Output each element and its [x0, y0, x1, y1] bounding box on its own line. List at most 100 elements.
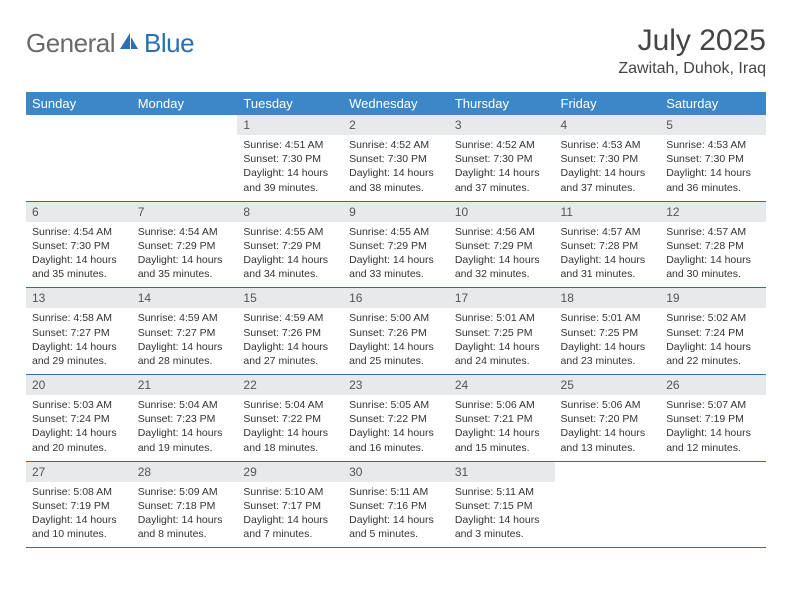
day-number: 4 — [555, 115, 661, 135]
day-details: Sunrise: 4:59 AMSunset: 7:26 PMDaylight:… — [237, 308, 343, 374]
day-number: 29 — [237, 462, 343, 482]
day-details: Sunrise: 5:00 AMSunset: 7:26 PMDaylight:… — [343, 308, 449, 374]
day-details: Sunrise: 4:53 AMSunset: 7:30 PMDaylight:… — [555, 135, 661, 201]
calendar-day-cell: 18Sunrise: 5:01 AMSunset: 7:25 PMDayligh… — [555, 288, 661, 375]
brand-blue: Blue — [144, 28, 194, 59]
weekday-header: Monday — [132, 92, 238, 115]
calendar-day-cell: 26Sunrise: 5:07 AMSunset: 7:19 PMDayligh… — [660, 375, 766, 462]
calendar-day-cell: 28Sunrise: 5:09 AMSunset: 7:18 PMDayligh… — [132, 461, 238, 548]
weekday-header: Tuesday — [237, 92, 343, 115]
calendar-day-cell: 15Sunrise: 4:59 AMSunset: 7:26 PMDayligh… — [237, 288, 343, 375]
day-details: Sunrise: 5:03 AMSunset: 7:24 PMDaylight:… — [26, 395, 132, 461]
day-details: Sunrise: 5:04 AMSunset: 7:23 PMDaylight:… — [132, 395, 238, 461]
day-number: 1 — [237, 115, 343, 135]
day-details: Sunrise: 5:11 AMSunset: 7:15 PMDaylight:… — [449, 482, 555, 548]
weekday-header: Sunday — [26, 92, 132, 115]
day-number: 25 — [555, 375, 661, 395]
day-number: 24 — [449, 375, 555, 395]
calendar-day-cell: 12Sunrise: 4:57 AMSunset: 7:28 PMDayligh… — [660, 201, 766, 288]
calendar-day-cell: 25Sunrise: 5:06 AMSunset: 7:20 PMDayligh… — [555, 375, 661, 462]
day-number: 5 — [660, 115, 766, 135]
day-details: Sunrise: 4:54 AMSunset: 7:29 PMDaylight:… — [132, 222, 238, 288]
day-details: Sunrise: 4:55 AMSunset: 7:29 PMDaylight:… — [237, 222, 343, 288]
day-details: Sunrise: 5:09 AMSunset: 7:18 PMDaylight:… — [132, 482, 238, 548]
calendar-empty-cell — [660, 461, 766, 548]
calendar-week-row: 13Sunrise: 4:58 AMSunset: 7:27 PMDayligh… — [26, 288, 766, 375]
calendar-day-cell: 7Sunrise: 4:54 AMSunset: 7:29 PMDaylight… — [132, 201, 238, 288]
calendar-day-cell: 10Sunrise: 4:56 AMSunset: 7:29 PMDayligh… — [449, 201, 555, 288]
day-details: Sunrise: 4:56 AMSunset: 7:29 PMDaylight:… — [449, 222, 555, 288]
day-number: 8 — [237, 202, 343, 222]
calendar-day-cell: 24Sunrise: 5:06 AMSunset: 7:21 PMDayligh… — [449, 375, 555, 462]
day-details: Sunrise: 4:57 AMSunset: 7:28 PMDaylight:… — [660, 222, 766, 288]
brand-logo: General Blue — [26, 28, 194, 59]
day-details: Sunrise: 4:57 AMSunset: 7:28 PMDaylight:… — [555, 222, 661, 288]
day-number: 3 — [449, 115, 555, 135]
day-number: 31 — [449, 462, 555, 482]
calendar-day-cell: 16Sunrise: 5:00 AMSunset: 7:26 PMDayligh… — [343, 288, 449, 375]
calendar-day-cell: 31Sunrise: 5:11 AMSunset: 7:15 PMDayligh… — [449, 461, 555, 548]
day-details: Sunrise: 4:59 AMSunset: 7:27 PMDaylight:… — [132, 308, 238, 374]
day-number: 17 — [449, 288, 555, 308]
calendar-day-cell: 9Sunrise: 4:55 AMSunset: 7:29 PMDaylight… — [343, 201, 449, 288]
day-number: 10 — [449, 202, 555, 222]
month-title: July 2025 — [618, 24, 766, 58]
day-number: 23 — [343, 375, 449, 395]
day-number: 28 — [132, 462, 238, 482]
title-block: July 2025 Zawitah, Duhok, Iraq — [618, 24, 766, 78]
day-details: Sunrise: 5:11 AMSunset: 7:16 PMDaylight:… — [343, 482, 449, 548]
day-number: 11 — [555, 202, 661, 222]
calendar-day-cell: 3Sunrise: 4:52 AMSunset: 7:30 PMDaylight… — [449, 115, 555, 201]
calendar-day-cell: 30Sunrise: 5:11 AMSunset: 7:16 PMDayligh… — [343, 461, 449, 548]
day-details: Sunrise: 5:05 AMSunset: 7:22 PMDaylight:… — [343, 395, 449, 461]
calendar-week-row: 1Sunrise: 4:51 AMSunset: 7:30 PMDaylight… — [26, 115, 766, 201]
day-details: Sunrise: 5:08 AMSunset: 7:19 PMDaylight:… — [26, 482, 132, 548]
day-details: Sunrise: 5:01 AMSunset: 7:25 PMDaylight:… — [449, 308, 555, 374]
day-number: 12 — [660, 202, 766, 222]
calendar-week-row: 6Sunrise: 4:54 AMSunset: 7:30 PMDaylight… — [26, 201, 766, 288]
calendar-day-cell: 29Sunrise: 5:10 AMSunset: 7:17 PMDayligh… — [237, 461, 343, 548]
calendar-empty-cell — [26, 115, 132, 201]
calendar-day-cell: 8Sunrise: 4:55 AMSunset: 7:29 PMDaylight… — [237, 201, 343, 288]
day-number: 22 — [237, 375, 343, 395]
day-number: 26 — [660, 375, 766, 395]
day-number: 16 — [343, 288, 449, 308]
day-number: 7 — [132, 202, 238, 222]
day-number: 6 — [26, 202, 132, 222]
day-details: Sunrise: 4:54 AMSunset: 7:30 PMDaylight:… — [26, 222, 132, 288]
calendar-day-cell: 21Sunrise: 5:04 AMSunset: 7:23 PMDayligh… — [132, 375, 238, 462]
weekday-header-row: SundayMondayTuesdayWednesdayThursdayFrid… — [26, 92, 766, 115]
page-header: General Blue July 2025 Zawitah, Duhok, I… — [26, 24, 766, 78]
day-details: Sunrise: 5:06 AMSunset: 7:20 PMDaylight:… — [555, 395, 661, 461]
day-number: 19 — [660, 288, 766, 308]
day-details: Sunrise: 4:58 AMSunset: 7:27 PMDaylight:… — [26, 308, 132, 374]
day-details: Sunrise: 5:01 AMSunset: 7:25 PMDaylight:… — [555, 308, 661, 374]
calendar-empty-cell — [132, 115, 238, 201]
day-number: 9 — [343, 202, 449, 222]
day-details: Sunrise: 5:02 AMSunset: 7:24 PMDaylight:… — [660, 308, 766, 374]
day-number: 20 — [26, 375, 132, 395]
calendar-day-cell: 13Sunrise: 4:58 AMSunset: 7:27 PMDayligh… — [26, 288, 132, 375]
day-details: Sunrise: 5:06 AMSunset: 7:21 PMDaylight:… — [449, 395, 555, 461]
calendar-empty-cell — [555, 461, 661, 548]
calendar-day-cell: 22Sunrise: 5:04 AMSunset: 7:22 PMDayligh… — [237, 375, 343, 462]
calendar-day-cell: 11Sunrise: 4:57 AMSunset: 7:28 PMDayligh… — [555, 201, 661, 288]
calendar-week-row: 20Sunrise: 5:03 AMSunset: 7:24 PMDayligh… — [26, 375, 766, 462]
day-details: Sunrise: 5:07 AMSunset: 7:19 PMDaylight:… — [660, 395, 766, 461]
calendar-day-cell: 23Sunrise: 5:05 AMSunset: 7:22 PMDayligh… — [343, 375, 449, 462]
day-number: 14 — [132, 288, 238, 308]
day-number: 18 — [555, 288, 661, 308]
calendar-table: SundayMondayTuesdayWednesdayThursdayFrid… — [26, 92, 766, 548]
day-number: 15 — [237, 288, 343, 308]
calendar-day-cell: 1Sunrise: 4:51 AMSunset: 7:30 PMDaylight… — [237, 115, 343, 201]
calendar-day-cell: 20Sunrise: 5:03 AMSunset: 7:24 PMDayligh… — [26, 375, 132, 462]
day-details: Sunrise: 4:51 AMSunset: 7:30 PMDaylight:… — [237, 135, 343, 201]
calendar-day-cell: 4Sunrise: 4:53 AMSunset: 7:30 PMDaylight… — [555, 115, 661, 201]
day-details: Sunrise: 4:53 AMSunset: 7:30 PMDaylight:… — [660, 135, 766, 201]
day-details: Sunrise: 4:55 AMSunset: 7:29 PMDaylight:… — [343, 222, 449, 288]
calendar-day-cell: 19Sunrise: 5:02 AMSunset: 7:24 PMDayligh… — [660, 288, 766, 375]
calendar-day-cell: 17Sunrise: 5:01 AMSunset: 7:25 PMDayligh… — [449, 288, 555, 375]
calendar-day-cell: 5Sunrise: 4:53 AMSunset: 7:30 PMDaylight… — [660, 115, 766, 201]
day-number: 21 — [132, 375, 238, 395]
day-number: 30 — [343, 462, 449, 482]
